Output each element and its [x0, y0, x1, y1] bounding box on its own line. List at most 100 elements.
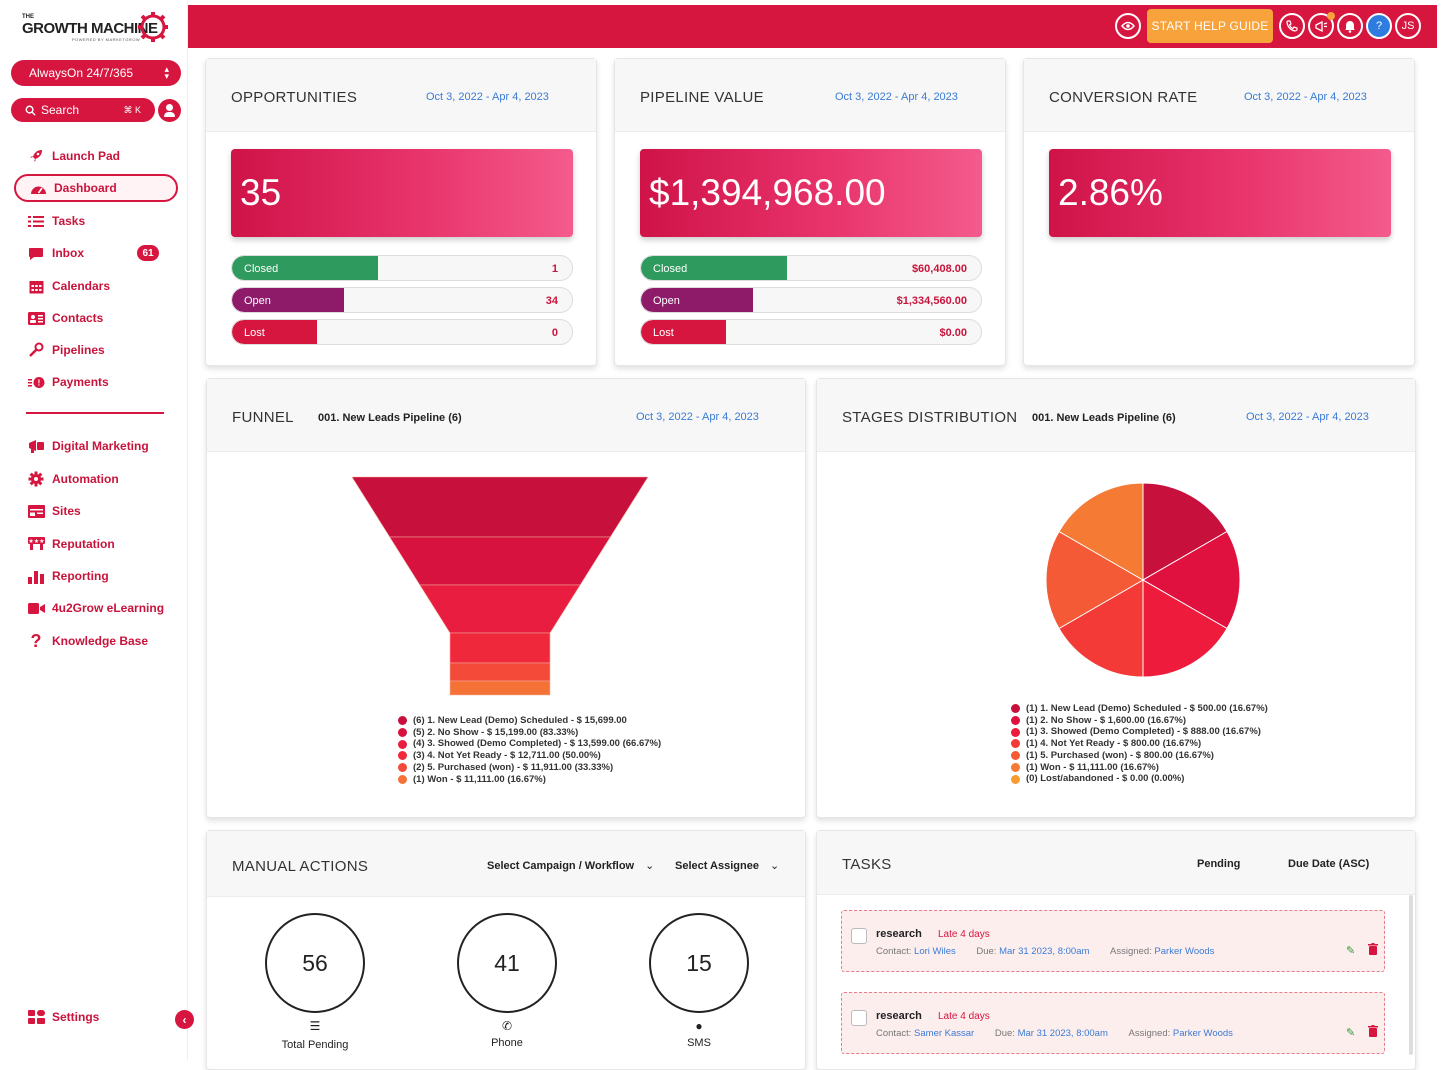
card-title: FUNNEL	[232, 409, 294, 426]
logo-powered-by: POWERED BY MARKETGROW	[72, 37, 141, 42]
task-contact-link[interactable]: Lori Wiles	[914, 946, 956, 957]
legend-item[interactable]: (1) Won - $ 11,111.00 (16.67%)	[1011, 762, 1268, 774]
bar-label: Lost	[653, 327, 674, 339]
gauge-icon	[29, 180, 47, 196]
trash-icon[interactable]	[1368, 943, 1378, 955]
total-pending-count[interactable]: 56	[265, 913, 365, 1013]
pipeline-name[interactable]: 001. New Leads Pipeline (6)	[318, 412, 462, 424]
legend-item[interactable]: (5) 2. No Show - $ 15,199.00 (83.33%)	[398, 727, 661, 739]
announcement-icon[interactable]	[1308, 12, 1335, 39]
task-assignee[interactable]: Parker Woods	[1154, 946, 1215, 957]
pie-slice[interactable]	[1058, 579, 1144, 678]
sidebar-item-pipelines[interactable]: Pipelines	[14, 336, 178, 364]
phone-count[interactable]: 41	[457, 913, 557, 1013]
date-range[interactable]: Oct 3, 2022 - Apr 4, 2023	[835, 91, 958, 103]
funnel-segment[interactable]	[449, 680, 551, 696]
sidebar-item-inbox[interactable]: Inbox 61	[14, 239, 178, 267]
task-assignee[interactable]: Parker Woods	[1172, 1028, 1233, 1039]
bar-value: 0	[551, 327, 558, 339]
logo[interactable]: THE GROWTH MACHINE POWERED BY MARKETGROW	[18, 10, 178, 48]
assigned-label: Assigned:	[1128, 1028, 1171, 1039]
task-item[interactable]: research Late 4 days Contact: Lori Wiles…	[841, 910, 1385, 972]
sidebar-item-reporting[interactable]: Reporting	[14, 562, 178, 590]
legend-item[interactable]: (1) 5. Purchased (won) - $ 800.00 (16.67…	[1011, 750, 1268, 762]
sidebar-item-digital-marketing[interactable]: Digital Marketing	[14, 432, 178, 460]
funnel-segment[interactable]	[389, 536, 611, 586]
pipeline-name[interactable]: 001. New Leads Pipeline (6)	[1032, 412, 1176, 424]
sidebar-item-label: Automation	[52, 472, 119, 486]
legend-item[interactable]: (1) 3. Showed (Demo Completed) - $ 888.0…	[1011, 726, 1268, 738]
pie-slice[interactable]	[1142, 579, 1228, 678]
svg-text:★★★: ★★★	[28, 538, 44, 545]
legend-color-dot	[398, 774, 407, 784]
legend-item[interactable]: (1) 1. New Lead (Demo) Scheduled - $ 500…	[1011, 703, 1268, 715]
conversion-rate-card: CONVERSION RATE Oct 3, 2022 - Apr 4, 202…	[1023, 58, 1415, 366]
sms-count[interactable]: 15	[649, 913, 749, 1013]
trash-icon[interactable]	[1368, 1025, 1378, 1037]
sidebar-item-label: Knowledge Base	[52, 634, 149, 648]
sidebar-item-sites[interactable]: Sites	[14, 497, 178, 525]
sidebar-item-label: Contacts	[52, 311, 104, 325]
sort-select[interactable]: Due Date (ASC)	[1288, 858, 1370, 870]
task-contact-link[interactable]: Samer Kassar	[914, 1028, 975, 1039]
scrollbar[interactable]	[1409, 895, 1413, 1055]
campaign-select[interactable]: Select Campaign / Workflow ⌄	[487, 859, 654, 872]
help-icon[interactable]: ?	[1366, 13, 1392, 39]
legend-item[interactable]: (2) 5. Purchased (won) - $ 11,911.00 (33…	[398, 762, 661, 774]
open-bar-fill	[232, 288, 345, 312]
legend-item[interactable]: (1) 2. No Show - $ 1,600.00 (16.67%)	[1011, 715, 1268, 727]
pie-slice[interactable]	[1142, 530, 1241, 630]
funnel-segment[interactable]	[351, 476, 649, 538]
legend-item[interactable]: (1) Won - $ 11,111.00 (16.67%)	[398, 774, 661, 786]
legend-item[interactable]: (1) 4. Not Yet Ready - $ 800.00 (16.67%)	[1011, 738, 1268, 750]
sidebar-item-knowledge-base[interactable]: ? Knowledge Base	[14, 627, 178, 655]
search-button[interactable]: Search ⌘ K	[11, 98, 155, 122]
legend-item[interactable]: (3) 4. Not Yet Ready - $ 12,711.00 (50.0…	[398, 750, 661, 762]
date-range[interactable]: Oct 3, 2022 - Apr 4, 2023	[1244, 91, 1367, 103]
funnel-segment[interactable]	[449, 662, 551, 682]
bell-icon[interactable]	[1337, 13, 1363, 39]
task-checkbox[interactable]	[851, 928, 867, 944]
funnel-segment[interactable]	[419, 584, 581, 634]
funnel-chart	[351, 476, 649, 696]
sidebar-item-automation[interactable]: Automation	[14, 465, 178, 493]
pie-slice[interactable]	[1142, 482, 1228, 581]
phone-icon[interactable]	[1279, 13, 1305, 39]
legend-item[interactable]: (6) 1. New Lead (Demo) Scheduled - $ 15,…	[398, 715, 661, 727]
sidebar-item-tasks[interactable]: Tasks	[14, 207, 178, 235]
sidebar-item-calendars[interactable]: Calendars	[14, 272, 178, 300]
assigned-label: Assigned:	[1110, 946, 1152, 957]
contact-label: Contact:	[876, 946, 912, 957]
date-range[interactable]: Oct 3, 2022 - Apr 4, 2023	[426, 91, 549, 103]
task-item[interactable]: research Late 4 days Contact: Samer Kass…	[841, 992, 1385, 1054]
edit-icon[interactable]: ✎	[1346, 1027, 1356, 1039]
assignee-select[interactable]: Select Assignee ⌄	[675, 859, 779, 872]
task-checkbox[interactable]	[851, 1010, 867, 1026]
start-help-guide-button[interactable]: START HELP GUIDE	[1147, 9, 1273, 43]
legend-item[interactable]: (4) 3. Showed (Demo Completed) - $ 13,59…	[398, 738, 661, 750]
sidebar-item-contacts[interactable]: Contacts	[14, 304, 178, 332]
sidebar-item-payments[interactable]: ! Payments	[14, 368, 178, 396]
legend-color-dot	[398, 763, 407, 773]
edit-icon[interactable]: ✎	[1346, 945, 1356, 957]
legend-color-dot	[398, 716, 407, 726]
sidebar-item-dashboard[interactable]: Dashboard	[14, 174, 178, 202]
legend-item[interactable]: (0) Lost/abandoned - $ 0.00 (0.00%)	[1011, 773, 1268, 785]
sidebar-item-settings[interactable]: Settings	[14, 1003, 178, 1031]
pie-slice[interactable]	[1058, 482, 1144, 581]
status-filter[interactable]: Pending	[1197, 858, 1241, 870]
date-range[interactable]: Oct 3, 2022 - Apr 4, 2023	[636, 411, 759, 423]
sidebar-item-elearning[interactable]: 4u2Grow eLearning	[14, 594, 178, 622]
eye-icon[interactable]	[1115, 13, 1141, 39]
user-profile-button[interactable]	[158, 99, 181, 122]
date-range[interactable]: Oct 3, 2022 - Apr 4, 2023	[1246, 411, 1369, 423]
pie-slice[interactable]	[1045, 530, 1144, 630]
user-avatar[interactable]: JS	[1395, 13, 1421, 39]
funnel-segment[interactable]	[449, 632, 551, 664]
workspace-switcher[interactable]: AlwaysOn 24/7/365 ▴ ▾	[11, 60, 181, 86]
sidebar-item-launch-pad[interactable]: Launch Pad	[14, 142, 178, 170]
bar-value: $1,334,560.00	[896, 295, 967, 307]
sidebar-item-reputation[interactable]: ★★★ Reputation	[14, 530, 178, 558]
collapse-sidebar-button[interactable]: ‹	[175, 1010, 194, 1029]
card-title: TASKS	[842, 856, 892, 873]
